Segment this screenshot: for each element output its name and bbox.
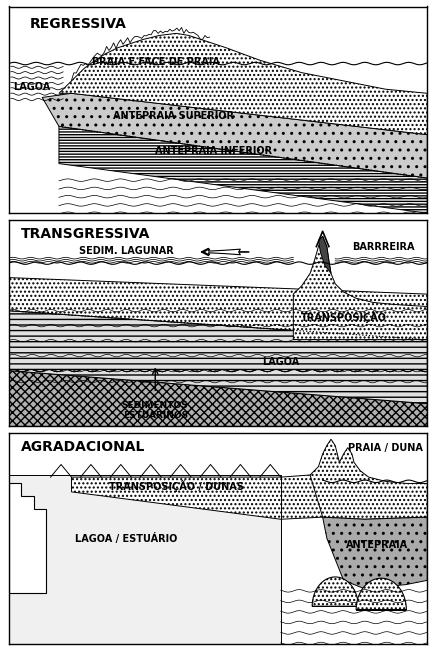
Polygon shape	[356, 578, 406, 610]
Text: TRANSPOSIÇÃO / DUNAS: TRANSPOSIÇÃO / DUNAS	[109, 480, 244, 491]
Polygon shape	[59, 126, 427, 213]
Polygon shape	[9, 311, 427, 404]
Polygon shape	[293, 236, 427, 339]
Polygon shape	[72, 473, 323, 519]
Polygon shape	[9, 278, 427, 339]
Polygon shape	[323, 517, 427, 589]
Polygon shape	[310, 439, 427, 519]
Text: LAGOA: LAGOA	[13, 82, 50, 92]
Text: LAGOA / ESTUÁRIO: LAGOA / ESTUÁRIO	[75, 533, 177, 543]
Polygon shape	[9, 370, 427, 426]
Polygon shape	[59, 33, 427, 135]
Polygon shape	[9, 475, 281, 644]
Text: ANTEPRAIA: ANTEPRAIA	[346, 540, 408, 549]
Text: TRANSPOSIÇÃO: TRANSPOSIÇÃO	[300, 311, 387, 323]
Polygon shape	[9, 484, 46, 593]
Polygon shape	[42, 94, 427, 178]
Text: ANTEPRAIA SUPERIOR: ANTEPRAIA SUPERIOR	[113, 111, 235, 121]
Text: REGRESSIVA: REGRESSIVA	[30, 17, 126, 31]
Text: BARRREIRA: BARRREIRA	[352, 242, 415, 252]
Text: PRAIA E FACE DE PRAIA: PRAIA E FACE DE PRAIA	[92, 57, 220, 68]
Text: TRANSGRESSIVA: TRANSGRESSIVA	[21, 227, 151, 241]
Polygon shape	[318, 236, 331, 274]
Text: LAGOA: LAGOA	[262, 358, 300, 367]
Text: AGRADACIONAL: AGRADACIONAL	[21, 441, 146, 454]
Text: SEDIMENTOS
ESTUARINOS: SEDIMENTOS ESTUARINOS	[122, 401, 189, 420]
Text: SEDIM. LAGUNAR: SEDIM. LAGUNAR	[78, 246, 173, 255]
Text: ANTEPRAIA INFERIOR: ANTEPRAIA INFERIOR	[155, 146, 272, 156]
Text: PRAIA / DUNA: PRAIA / DUNA	[348, 443, 423, 454]
Polygon shape	[312, 577, 358, 606]
